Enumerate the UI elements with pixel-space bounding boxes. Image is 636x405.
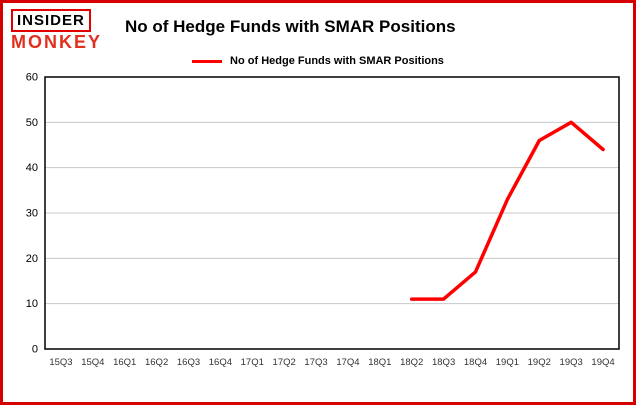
x-tick-label: 16Q2	[145, 357, 168, 368]
y-tick-label: 50	[26, 117, 38, 129]
page-title: No of Hedge Funds with SMAR Positions	[125, 17, 456, 36]
x-tick-label: 18Q2	[400, 357, 423, 368]
chart-svg: 0 10 20 30 40 50 60 15Q3 15Q4 16Q1 16Q2 16Q3 16Q4 17Q…	[26, 72, 620, 368]
x-tick-label: 17Q2	[273, 357, 296, 368]
x-tick-label: 16Q4	[209, 357, 232, 368]
x-tick-label: 15Q3	[49, 357, 72, 368]
plot-border	[44, 76, 620, 350]
x-tick-label: 19Q4	[591, 357, 614, 368]
y-tick-label: 0	[32, 344, 38, 356]
x-tick-label: 17Q3	[304, 357, 327, 368]
legend-line-swatch	[192, 59, 223, 63]
chart-area: 0 10 20 30 40 50 60 15Q3 15Q4 16Q1 16Q2 16Q3 16Q4 17Q…	[3, 69, 633, 384]
x-tick-label: 17Q1	[241, 357, 264, 368]
y-tick-label: 30	[26, 208, 38, 220]
y-tick-label: 60	[26, 72, 38, 84]
series-line	[409, 120, 605, 301]
x-tick-label: 16Q3	[177, 357, 200, 368]
x-tick-label: 16Q1	[113, 357, 136, 368]
logo-monkey-text: MONKEY	[11, 32, 103, 52]
legend-label: No of Hedge Funds with SMAR Positions	[230, 55, 444, 67]
x-tick-label: 15Q4	[81, 357, 104, 368]
chart-legend: No of Hedge Funds with SMAR Positions	[3, 55, 633, 67]
y-tick-label: 40	[26, 162, 38, 174]
x-tick-label: 19Q2	[528, 357, 551, 368]
x-tick-label: 19Q3	[560, 357, 583, 368]
header: INSIDER MONKEY No of Hedge Funds with SM…	[3, 3, 633, 51]
x-tick-label: 18Q1	[368, 357, 391, 368]
y-tick-label: 10	[26, 298, 38, 310]
logo-insider-text: INSIDER	[11, 9, 91, 32]
x-tick-label: 18Q4	[464, 357, 487, 368]
x-tick-label: 18Q3	[432, 357, 455, 368]
x-tick-label: 19Q1	[496, 357, 519, 368]
insider-monkey-logo: INSIDER MONKEY	[11, 9, 115, 51]
x-tick-label: 17Q4	[336, 357, 359, 368]
y-tick-label: 20	[26, 253, 38, 265]
